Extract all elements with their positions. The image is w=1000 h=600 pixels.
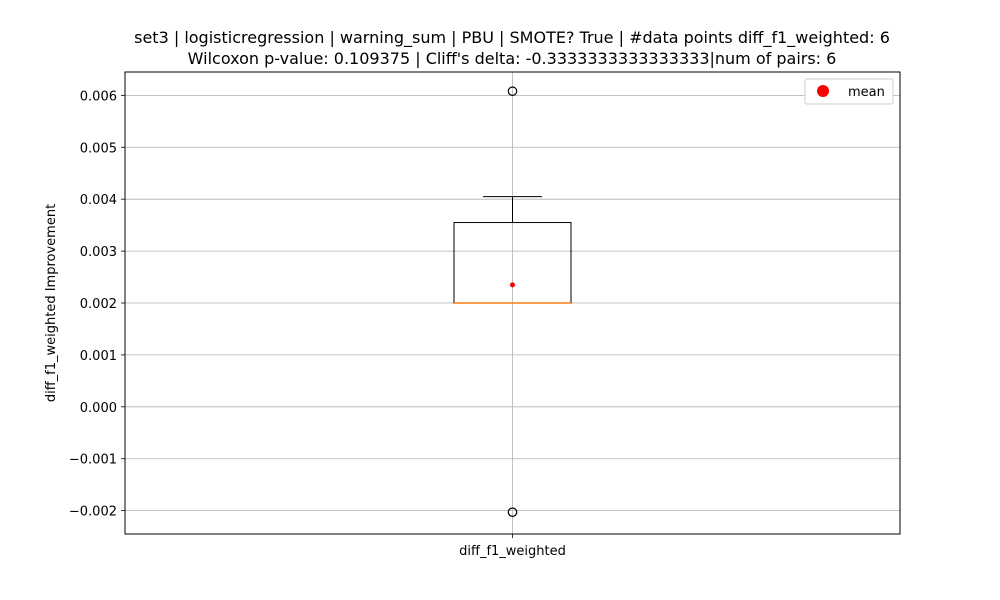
y-tick-label: 0.003 xyxy=(80,245,117,260)
x-axis-ticks: diff_f1_weighted xyxy=(459,534,566,559)
x-tick-label: diff_f1_weighted xyxy=(459,544,566,559)
y-tick-label: 0.001 xyxy=(80,349,117,364)
outlier-point xyxy=(507,507,518,517)
y-tick-label: 0.000 xyxy=(80,401,117,416)
y-tick-label: 0.002 xyxy=(80,297,117,312)
y-tick-label: 0.006 xyxy=(80,89,117,104)
legend-frame xyxy=(804,78,894,105)
mean-point xyxy=(510,282,515,288)
y-axis-ticks: −0.002 −0.001 0.000 0.001 0.002 0.003 0.004 0.0… xyxy=(69,89,125,520)
legend-mean-marker xyxy=(817,85,829,97)
y-tick-label: 0.004 xyxy=(80,193,117,208)
legend: mean xyxy=(804,78,894,105)
box-plot xyxy=(453,86,572,517)
plot-area-frame xyxy=(124,71,901,535)
chart-title: set3 | logisticregression | warning_sum … xyxy=(134,28,890,48)
chart-subtitle: Wilcoxon p-value: 0.109375 | Cliff's del… xyxy=(188,49,837,68)
y-tick-label: 0.005 xyxy=(80,141,117,156)
outlier-point xyxy=(507,86,518,97)
y-tick-label: −0.001 xyxy=(69,453,117,468)
y-tick-label: −0.002 xyxy=(69,505,117,520)
y-axis-label: diff_f1_weighted Improvement xyxy=(44,204,59,402)
legend-mean-label: mean xyxy=(848,85,885,100)
